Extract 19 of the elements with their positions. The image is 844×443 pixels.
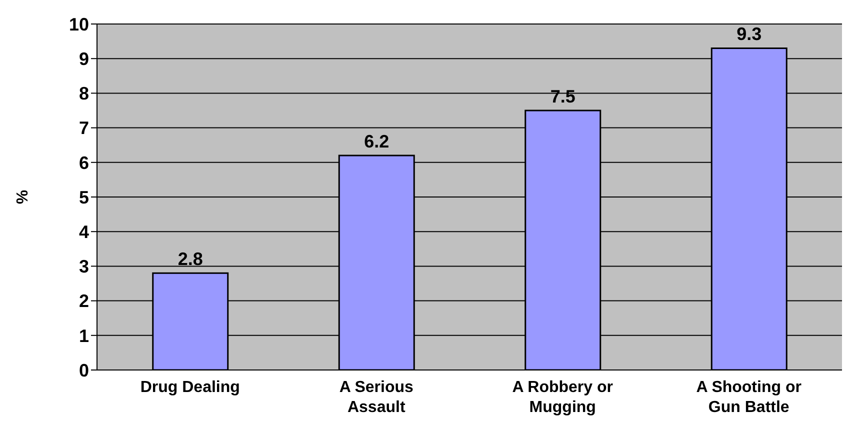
y-tick-label: 9 bbox=[78, 48, 89, 69]
y-axis-title: % bbox=[14, 190, 32, 204]
x-tick-label: Drug Dealing bbox=[140, 379, 240, 396]
x-tick-label: A Robbery or Mugging bbox=[512, 379, 613, 416]
y-tick-label: 6 bbox=[78, 152, 89, 173]
data-label: 2.8 bbox=[178, 249, 203, 270]
x-tick-label: A Serious Assault bbox=[339, 379, 414, 416]
data-label: 9.3 bbox=[736, 24, 762, 44]
x-tick-label: A Shooting or Gun Battle bbox=[696, 379, 802, 416]
y-tick-label: 1 bbox=[78, 326, 89, 346]
data-label: 6.2 bbox=[364, 131, 390, 152]
y-tick-label: 10 bbox=[68, 14, 89, 34]
y-tick-label: 8 bbox=[78, 84, 89, 104]
y-tick-label: 2 bbox=[78, 291, 89, 312]
y-tick-label: 4 bbox=[78, 222, 89, 242]
y-tick-label: 0 bbox=[78, 360, 89, 380]
y-tick-label: 7 bbox=[78, 118, 89, 138]
y-tick-label: 3 bbox=[78, 256, 89, 277]
y-tick-label: 5 bbox=[78, 187, 89, 208]
